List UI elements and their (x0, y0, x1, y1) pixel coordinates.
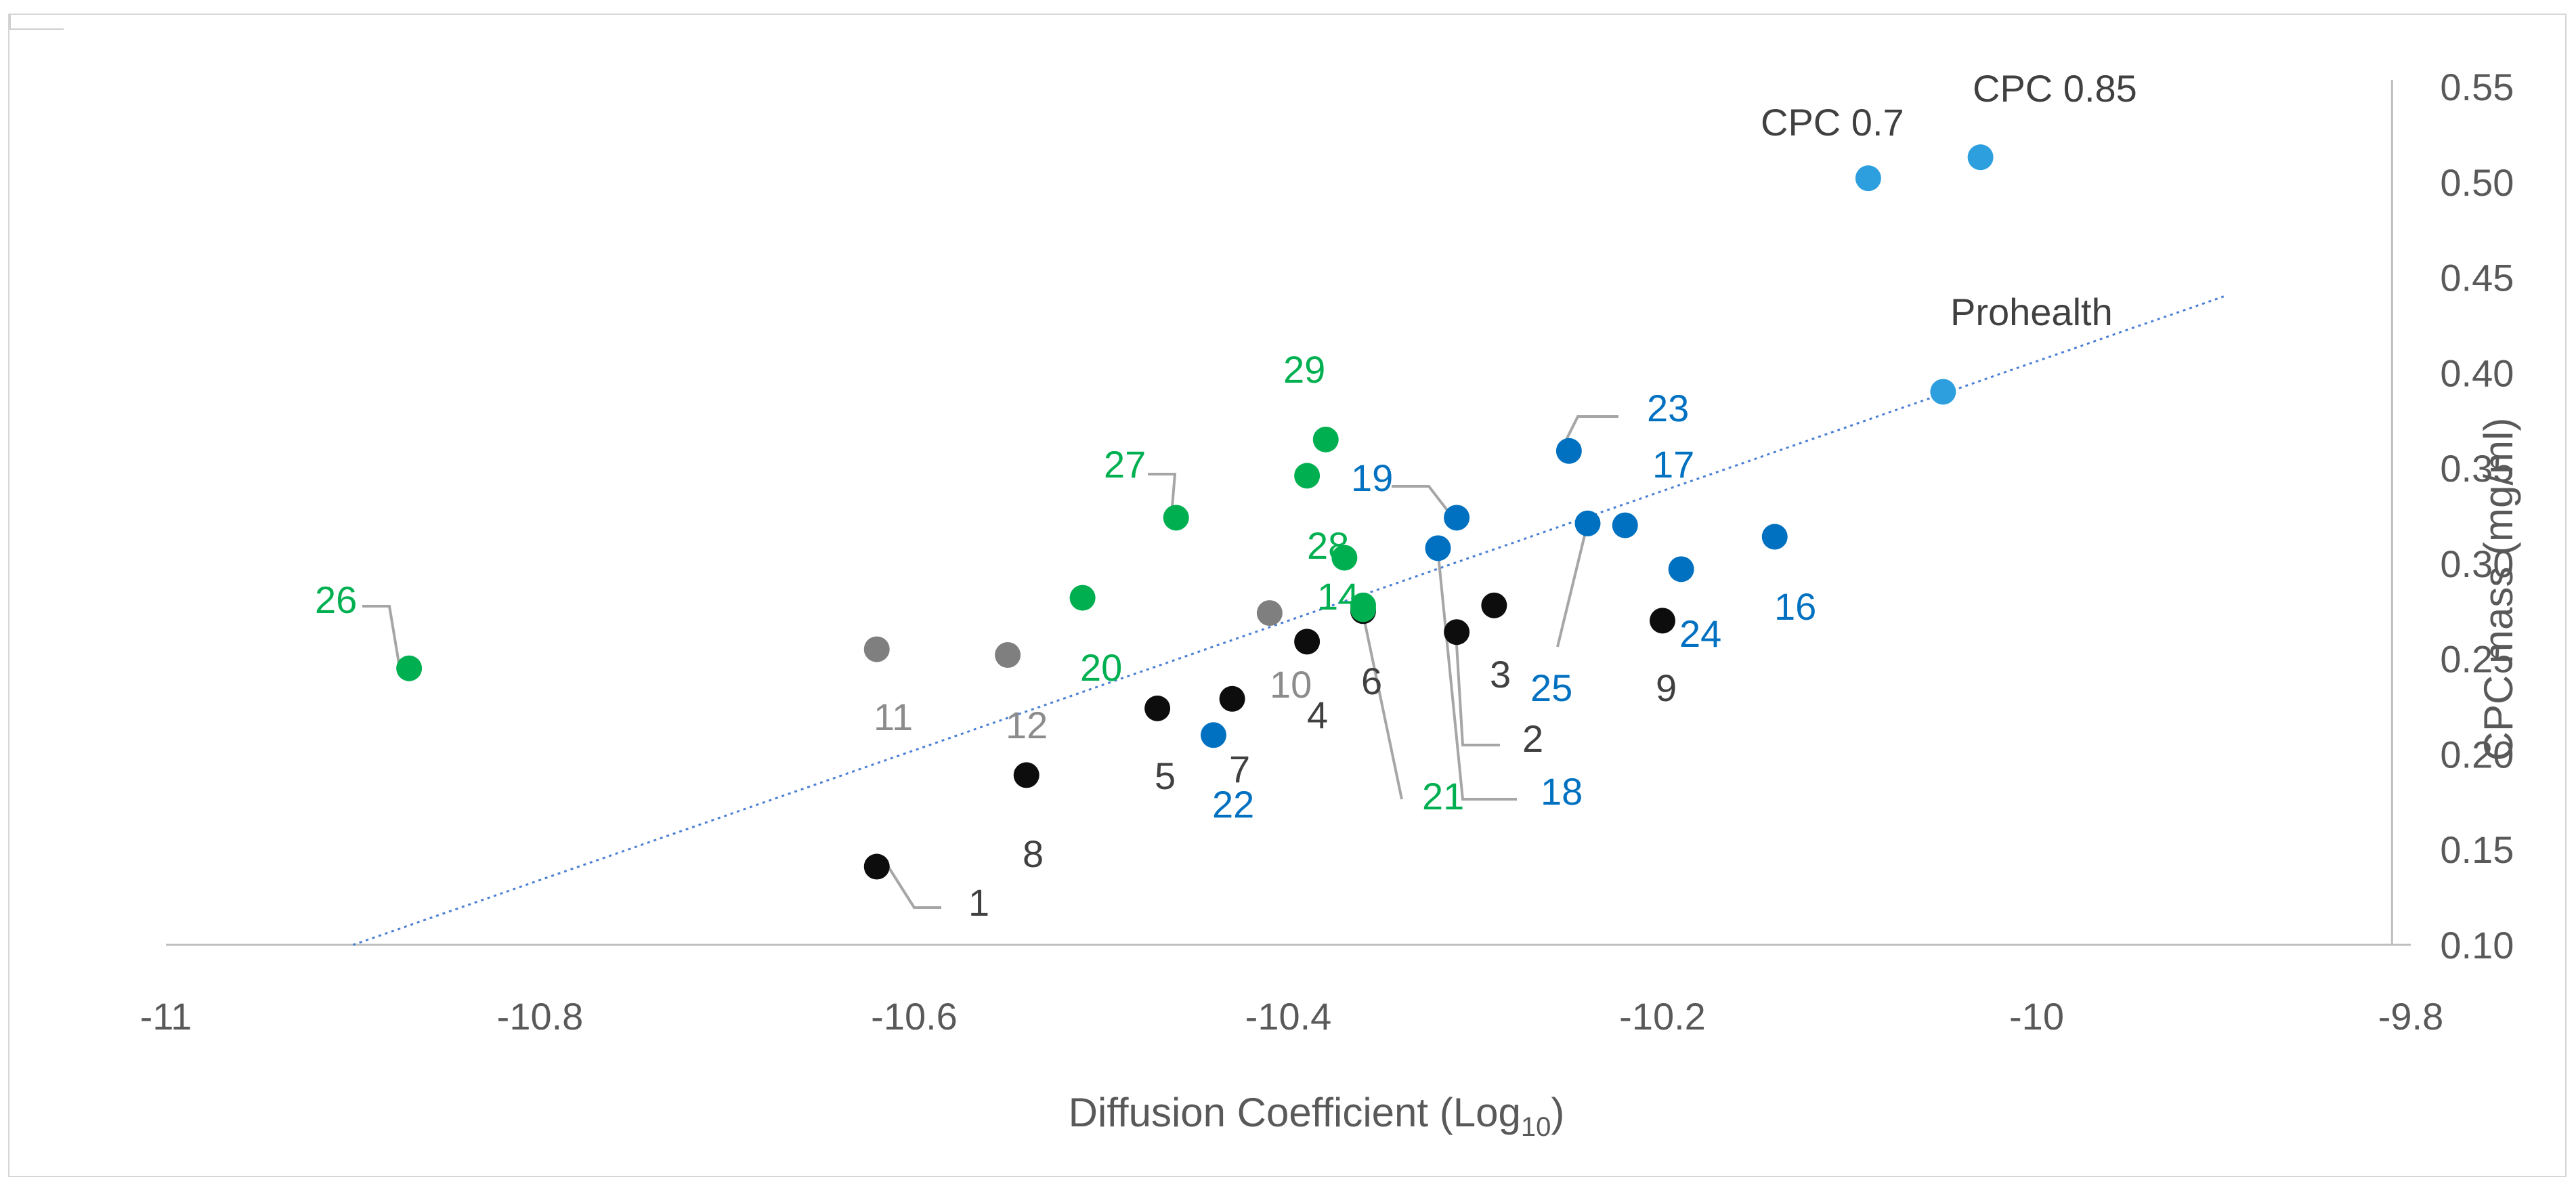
point-label: 2 (1522, 717, 1543, 760)
data-point (1444, 505, 1470, 531)
point-label: 1 (968, 881, 989, 924)
data-point (1555, 438, 1582, 464)
x-tick-label: -10.6 (871, 995, 958, 1038)
y-tick-label: 0.55 (2440, 66, 2514, 108)
leader-line (1148, 473, 1177, 515)
data-point (1312, 426, 1339, 452)
data-point (1425, 535, 1451, 561)
data-point (995, 642, 1021, 669)
leader-line (362, 605, 401, 668)
data-point (1219, 685, 1245, 712)
point-label: 21 (1422, 775, 1464, 818)
data-point (1481, 592, 1507, 618)
corner-mark (9, 15, 64, 30)
point-label: 18 (1541, 770, 1583, 813)
data-point (1144, 695, 1171, 721)
point-label: 19 (1351, 457, 1393, 499)
data-point (1612, 512, 1638, 538)
x-tick-label: -10.4 (1245, 995, 1332, 1038)
point-label: 17 (1652, 443, 1694, 486)
trendline (352, 295, 2225, 946)
point-label: 9 (1656, 666, 1677, 709)
data-point (1650, 608, 1675, 634)
points-group (396, 144, 1994, 880)
y-tick-label: 0.10 (2440, 924, 2514, 967)
trendline-group (352, 295, 2225, 946)
y-tick-label: 0.45 (2440, 257, 2514, 299)
point-label: 5 (1155, 755, 1176, 797)
data-point (1967, 144, 1994, 171)
data-point (1930, 379, 1956, 405)
point-label: CPC 0.7 (1761, 101, 1904, 144)
x-tick-label: -10.2 (1619, 995, 1706, 1038)
data-point (863, 853, 890, 880)
y-tick-label: 0.25 (2440, 638, 2514, 681)
point-label: 7 (1229, 748, 1250, 790)
data-point (1294, 629, 1321, 655)
point-label: 24 (1679, 612, 1721, 655)
point-label: 8 (1023, 832, 1044, 875)
leader-line (1455, 633, 1500, 746)
y-tick-label: 0.35 (2440, 447, 2514, 490)
point-label: 4 (1307, 694, 1328, 736)
point-label: 27 (1104, 443, 1146, 486)
leader-line (1556, 521, 1589, 648)
x-axis-title-end: ) (1551, 1090, 1564, 1135)
point-label: 3 (1490, 653, 1511, 696)
y-tick-label: 0.15 (2440, 828, 2514, 871)
leader-lines-group (362, 415, 1618, 909)
axes-group: -11 -10.8 -10.6 -10.4 -10.2 -10 -9.8 0.10 0.15 0.… (140, 66, 2514, 1038)
data-point (1668, 556, 1694, 582)
y-tick-label: 0.20 (2440, 733, 2514, 776)
data-point (1444, 619, 1470, 645)
x-axis-title: Diffusion Coefficient (Log10) (1069, 1090, 1565, 1142)
x-axis-title-sub: 10 (1521, 1112, 1551, 1142)
data-point (863, 636, 890, 662)
chart-frame (8, 14, 2567, 1177)
data-point (1855, 165, 1881, 192)
point-label: 28 (1307, 524, 1349, 567)
data-point (1013, 762, 1039, 788)
point-label: 25 (1530, 666, 1572, 709)
data-point (1574, 510, 1601, 536)
point-label: 22 (1212, 783, 1254, 826)
x-tick-label: -10 (2009, 995, 2064, 1038)
point-label: 11 (874, 696, 913, 738)
data-point (396, 655, 423, 681)
point-label: 12 (1006, 704, 1048, 746)
point-label: 23 (1647, 387, 1689, 429)
y-tick-label: 0.30 (2440, 543, 2514, 585)
point-label: CPC 0.85 (1973, 67, 2137, 110)
data-point (1256, 600, 1283, 627)
point-label: 26 (315, 578, 357, 621)
leader-line (887, 866, 941, 909)
data-point (1761, 524, 1788, 550)
data-point (1294, 463, 1321, 489)
point-label: 20 (1080, 646, 1122, 689)
data-point (1201, 722, 1226, 748)
y-tick-label: 0.50 (2440, 161, 2514, 204)
leader-line (1360, 604, 1403, 800)
y-tick-label: 0.40 (2440, 352, 2514, 394)
data-point (1163, 505, 1189, 531)
point-label: 6 (1361, 660, 1382, 702)
data-point (1331, 545, 1358, 571)
x-tick-label: -9.8 (2378, 995, 2444, 1038)
point-label: 14 (1317, 575, 1359, 618)
x-axis-title-main: Diffusion Coefficient (Log (1069, 1090, 1521, 1135)
point-label: Prohealth (1950, 291, 2113, 333)
y-axis-title: CPC mass (mg/ml) (2476, 418, 2521, 761)
data-point (1069, 585, 1096, 611)
data-point (1350, 596, 1376, 622)
x-tick-label: -11 (140, 995, 192, 1038)
point-label: 29 (1283, 348, 1325, 391)
point-label: 16 (1774, 585, 1816, 628)
x-tick-label: -10.8 (497, 995, 584, 1038)
point-label: 10 (1270, 663, 1312, 706)
